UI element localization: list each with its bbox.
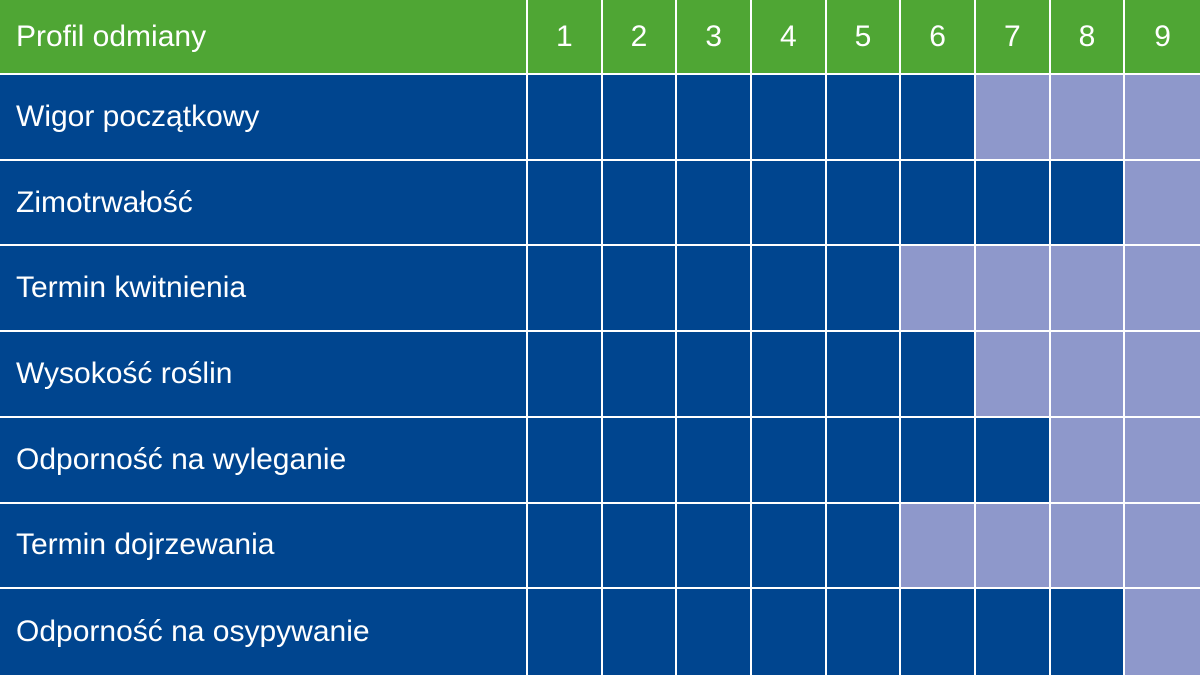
score-cell-filled — [528, 589, 603, 675]
profile-row: Termin kwitnienia — [0, 246, 1200, 333]
scale-label-7: 7 — [975, 0, 1051, 75]
score-cell-empty — [1125, 160, 1200, 247]
score-cell-filled — [1050, 160, 1126, 247]
profile-row: Wigor początkowy — [0, 75, 1200, 161]
scale-label-3: 3 — [677, 0, 752, 75]
score-cell-filled — [901, 332, 976, 418]
scale-label-1: 1 — [528, 0, 603, 75]
score-cell-filled — [677, 75, 752, 161]
scale-label-9: 9 — [1125, 0, 1200, 75]
score-cell-empty — [1050, 503, 1126, 590]
score-cell-empty — [1050, 332, 1126, 418]
scale-label-5: 5 — [826, 0, 902, 75]
score-cell-filled — [528, 160, 603, 247]
score-cell-filled — [826, 332, 902, 418]
score-cell-filled — [901, 75, 976, 161]
score-cell-filled — [528, 75, 603, 161]
score-cell-filled — [826, 75, 902, 161]
score-cell-filled — [602, 589, 678, 675]
score-cell-filled — [528, 417, 603, 504]
score-cell-filled — [677, 417, 752, 504]
score-cell-empty — [1125, 417, 1200, 504]
scale-label-6: 6 — [901, 0, 976, 75]
row-label: Zimotrwałość — [0, 160, 529, 247]
score-cell-filled — [901, 160, 976, 247]
row-label: Odporność na osypywanie — [0, 589, 529, 675]
score-cell-empty — [901, 246, 976, 333]
scale-label-4: 4 — [752, 0, 827, 75]
score-cell-empty — [1125, 246, 1200, 333]
score-cell-filled — [752, 160, 827, 247]
row-label: Wigor początkowy — [0, 75, 529, 161]
score-cell-filled — [752, 417, 827, 504]
score-cell-filled — [975, 160, 1051, 247]
score-cell-filled — [975, 417, 1051, 504]
score-cell-empty — [1050, 417, 1126, 504]
score-cell-filled — [528, 332, 603, 418]
score-cell-filled — [677, 160, 752, 247]
score-cell-filled — [752, 332, 827, 418]
score-cell-empty — [975, 332, 1051, 418]
score-cell-filled — [528, 503, 603, 590]
score-cell-filled — [602, 417, 678, 504]
score-cell-filled — [826, 589, 902, 675]
score-cell-filled — [528, 246, 603, 333]
score-cell-filled — [826, 503, 902, 590]
scale-label-2: 2 — [602, 0, 678, 75]
score-cell-empty — [1125, 332, 1200, 418]
score-cell-filled — [752, 75, 827, 161]
score-cell-filled — [752, 246, 827, 333]
score-cell-empty — [1125, 503, 1200, 590]
score-cell-filled — [901, 417, 976, 504]
header-row: Profil odmiany 1 2 3 4 5 6 7 8 9 — [0, 0, 1200, 75]
score-cell-empty — [1050, 246, 1126, 333]
score-cell-empty — [975, 246, 1051, 333]
score-cell-filled — [901, 589, 976, 675]
header-label: Profil odmiany — [0, 0, 529, 75]
score-cell-filled — [677, 589, 752, 675]
score-cell-filled — [826, 246, 902, 333]
score-cell-filled — [602, 246, 678, 333]
score-cell-filled — [602, 160, 678, 247]
score-cell-filled — [677, 503, 752, 590]
profile-row: Termin dojrzewania — [0, 503, 1200, 590]
score-cell-filled — [677, 332, 752, 418]
scale-label-8: 8 — [1050, 0, 1126, 75]
score-cell-filled — [602, 503, 678, 590]
score-cell-filled — [602, 75, 678, 161]
profile-rows: Wigor początkowy Zimotrwałość Termin kwitn… — [0, 75, 1200, 675]
profile-row: Zimotrwałość — [0, 160, 1200, 247]
score-cell-empty — [1050, 75, 1126, 161]
row-label: Termin kwitnienia — [0, 246, 529, 333]
score-cell-filled — [975, 589, 1051, 675]
score-cell-empty — [975, 503, 1051, 590]
score-cell-filled — [677, 246, 752, 333]
score-cell-empty — [901, 503, 976, 590]
row-label: Wysokość roślin — [0, 332, 529, 418]
row-label: Termin dojrzewania — [0, 503, 529, 590]
score-cell-filled — [826, 160, 902, 247]
score-cell-empty — [975, 75, 1051, 161]
profile-row: Odporność na osypywanie — [0, 589, 1200, 675]
score-cell-empty — [1125, 75, 1200, 161]
score-cell-filled — [826, 417, 902, 504]
row-label: Odporność na wyleganie — [0, 417, 529, 504]
profile-row: Odporność na wyleganie — [0, 417, 1200, 504]
score-cell-empty — [1125, 589, 1200, 675]
score-cell-filled — [1050, 589, 1126, 675]
score-cell-filled — [602, 332, 678, 418]
score-cell-filled — [752, 589, 827, 675]
profile-row: Wysokość roślin — [0, 332, 1200, 418]
score-cell-filled — [752, 503, 827, 590]
